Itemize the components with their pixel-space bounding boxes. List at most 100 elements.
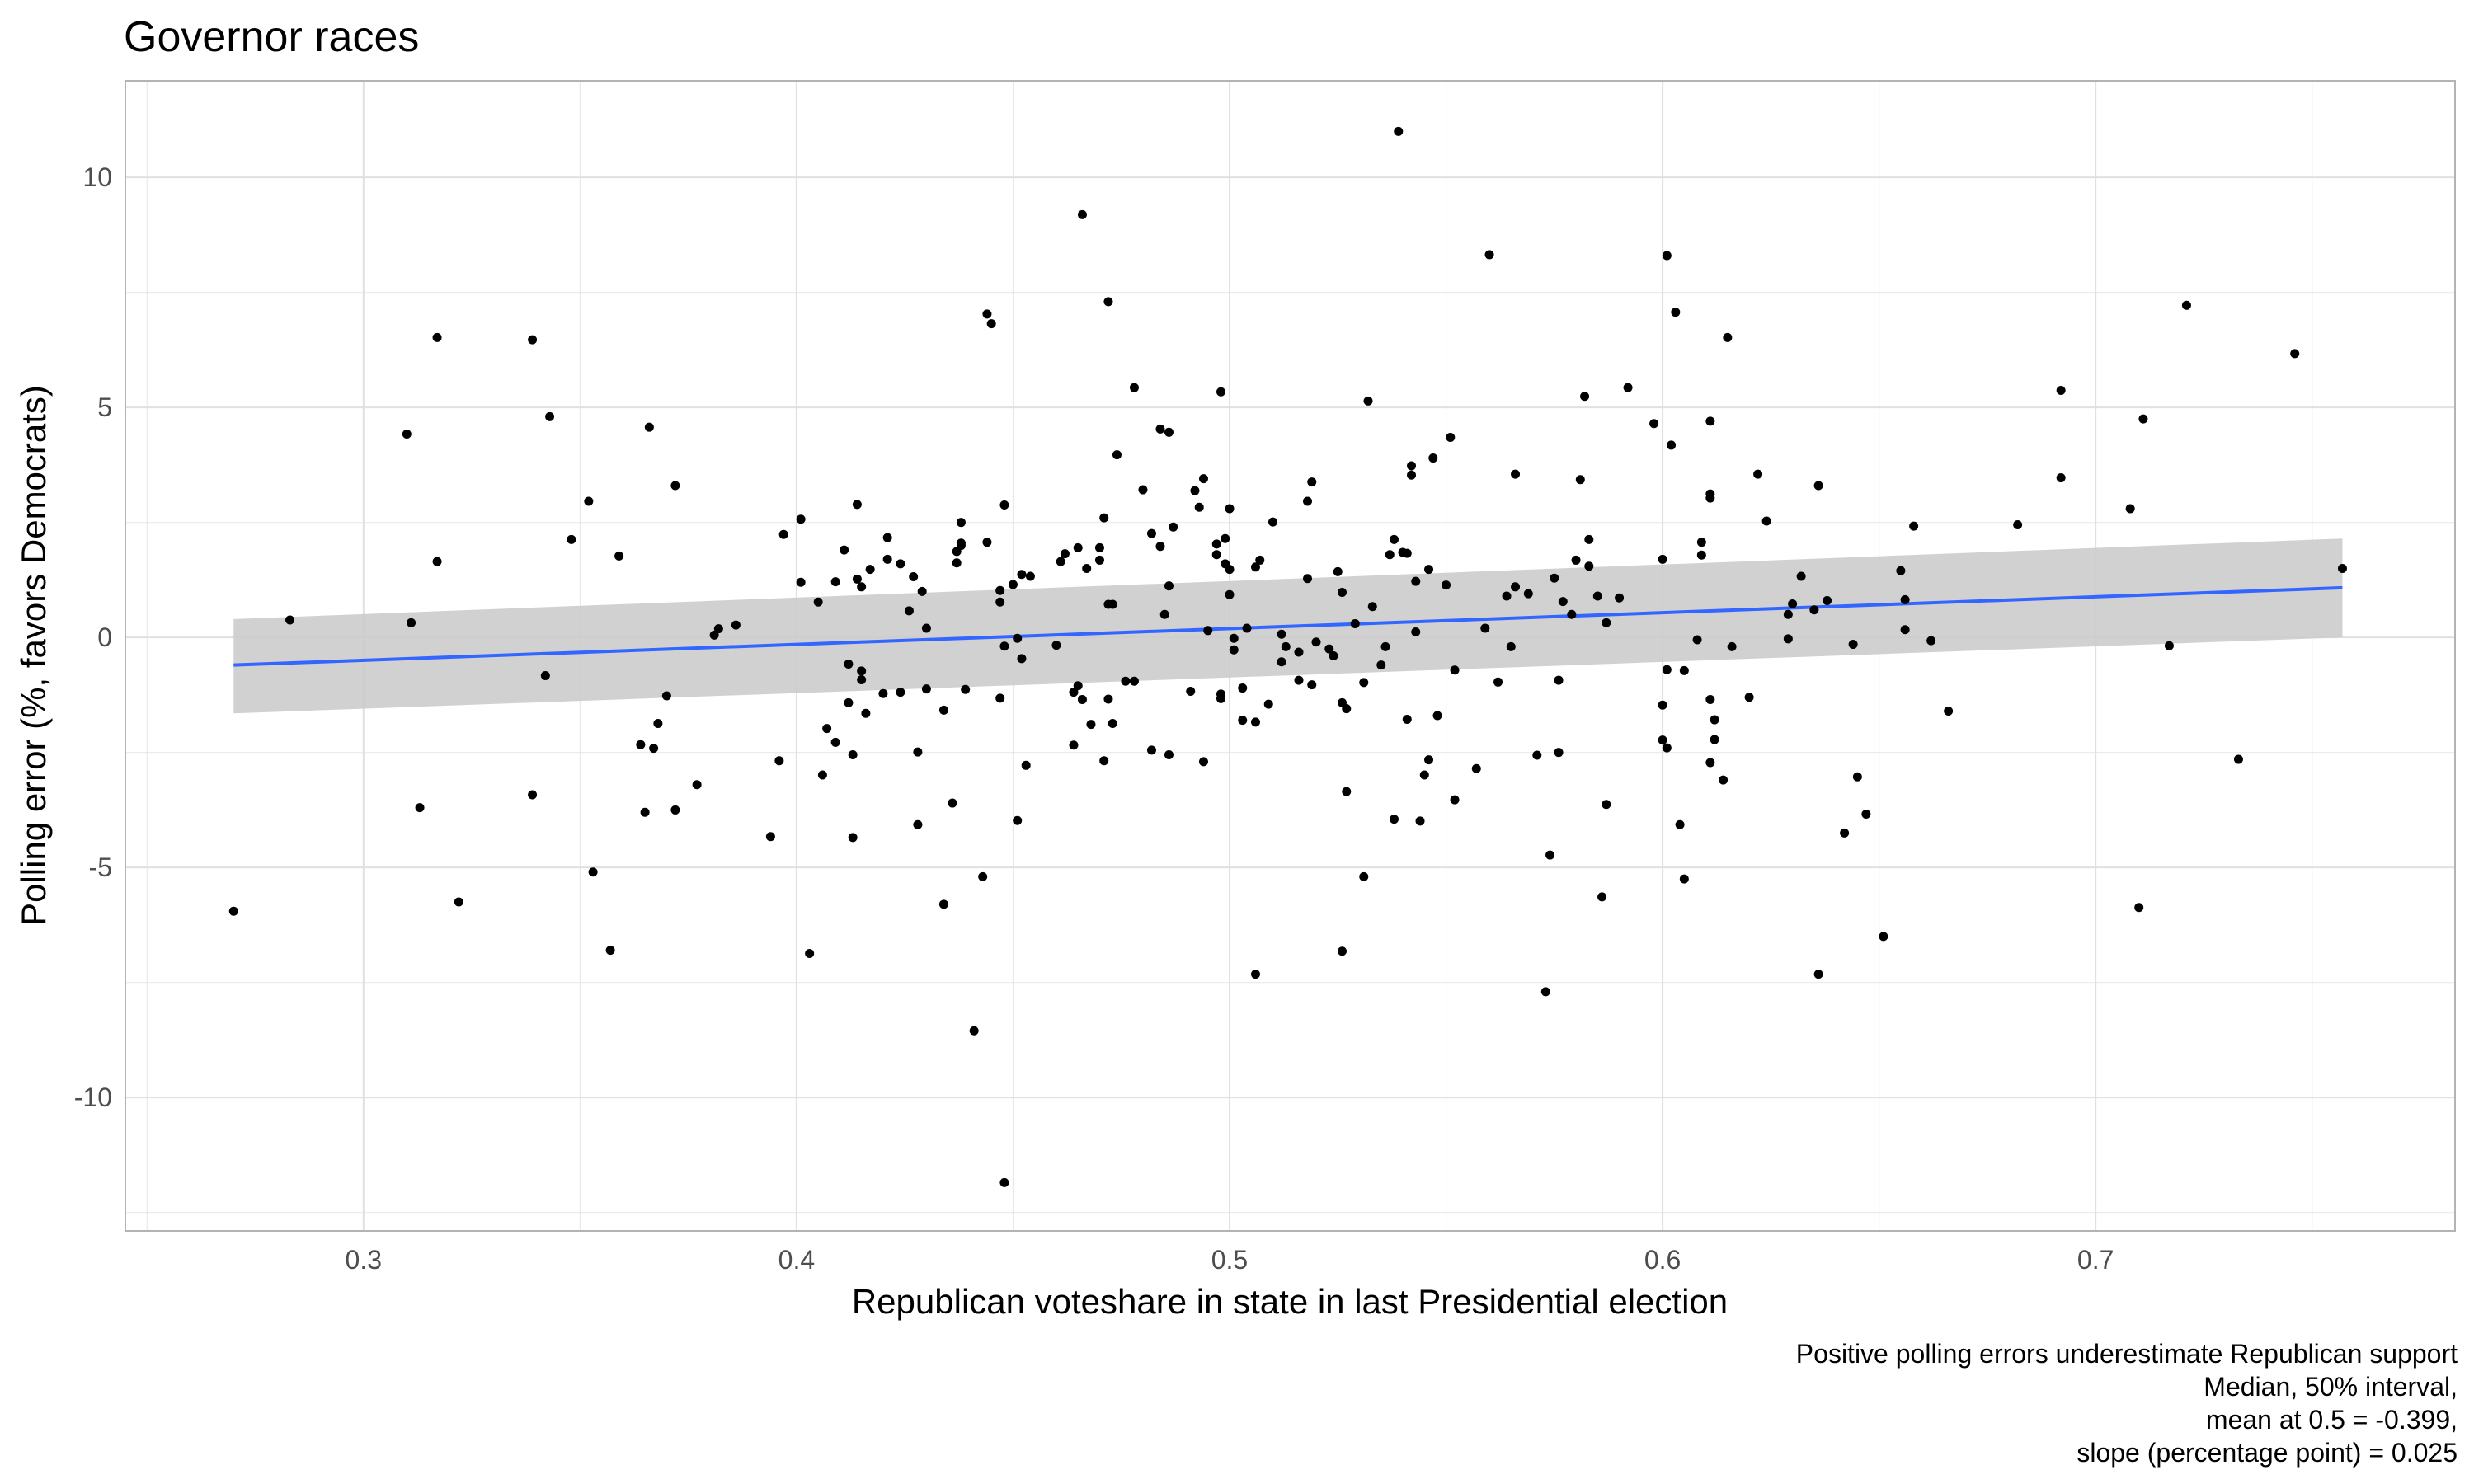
data-point [969, 1026, 979, 1036]
x-tick-label: 0.4 [778, 1245, 815, 1275]
data-point [1602, 800, 1611, 810]
data-point [1900, 594, 1910, 604]
data-point [1129, 383, 1139, 392]
data-point [649, 744, 659, 754]
data-point [540, 670, 550, 680]
data-point [852, 574, 862, 584]
data-point [1944, 706, 1954, 716]
data-point [1242, 623, 1252, 633]
data-point [454, 897, 463, 907]
data-point [1502, 591, 1512, 601]
data-point [1225, 504, 1235, 514]
data-point [1303, 496, 1313, 506]
caption-line-3: mean at 0.5 = -0.399, [2206, 1405, 2458, 1435]
data-point [1584, 561, 1594, 571]
data-point [1584, 534, 1594, 544]
data-point [1194, 502, 1204, 512]
y-axis-ticks: 10 5 0 -5 -10 [74, 162, 112, 1112]
data-point [1021, 760, 1031, 770]
data-point [1277, 657, 1286, 667]
data-point [830, 737, 840, 747]
data-point [1390, 815, 1399, 824]
data-point [1146, 745, 1156, 755]
data-point [1783, 609, 1793, 619]
data-point [1809, 605, 1819, 615]
data-point [1411, 576, 1421, 586]
data-point [805, 949, 815, 959]
data-point [1602, 618, 1611, 627]
data-point [1390, 534, 1399, 544]
data-point [1359, 678, 1369, 688]
data-point [640, 807, 650, 817]
data-point [896, 559, 905, 569]
data-point [882, 533, 892, 542]
data-point [1710, 735, 1719, 744]
data-point [731, 620, 741, 630]
data-point [1277, 629, 1286, 639]
data-point [1108, 719, 1117, 729]
data-point [1705, 758, 1715, 768]
data-point [1394, 126, 1404, 136]
data-point [1268, 517, 1277, 527]
data-point [1073, 542, 1083, 552]
data-point [1692, 635, 1702, 645]
scatter-points [228, 126, 2347, 1187]
data-point [1419, 770, 1429, 780]
data-point [1442, 580, 1451, 590]
data-point [1788, 599, 1798, 608]
data-point [1203, 626, 1213, 636]
data-point [1121, 676, 1131, 686]
data-point [636, 740, 646, 749]
data-point [1216, 693, 1225, 703]
data-point [2164, 641, 2174, 650]
data-point [1450, 665, 1460, 675]
data-point [584, 496, 594, 506]
data-point [995, 597, 1005, 607]
data-point [1155, 542, 1165, 552]
data-point [1710, 715, 1719, 725]
data-point [1056, 556, 1065, 566]
data-point [1532, 750, 1542, 760]
data-point [644, 422, 654, 432]
data-point [1761, 516, 1771, 526]
data-point [1025, 571, 1035, 581]
data-point [861, 708, 871, 718]
data-point [982, 538, 992, 547]
data-point [999, 1177, 1009, 1187]
data-point [1580, 392, 1590, 402]
data-point [840, 545, 849, 555]
data-point [1662, 743, 1672, 753]
data-point [1671, 308, 1681, 317]
data-point [1402, 715, 1412, 725]
data-point [982, 309, 992, 319]
x-axis-ticks: 0.3 0.4 0.5 0.6 0.7 [346, 1245, 2114, 1275]
data-point [1705, 416, 1715, 426]
data-point [1385, 550, 1395, 560]
data-point [1658, 700, 1667, 710]
data-point [1112, 450, 1122, 460]
data-point [1719, 775, 1729, 785]
data-point [2056, 386, 2066, 396]
data-point [402, 430, 412, 439]
data-point [796, 514, 806, 524]
data-point [1146, 528, 1156, 538]
data-point [1129, 676, 1139, 686]
data-point [1164, 427, 1174, 437]
data-point [1094, 542, 1104, 552]
x-tick-label: 0.3 [346, 1245, 382, 1275]
data-point [1705, 493, 1715, 503]
data-point [1511, 469, 1521, 479]
data-point [1155, 424, 1165, 434]
data-point [1705, 695, 1715, 705]
data-point [1108, 599, 1117, 609]
data-point [1099, 756, 1109, 766]
data-point [1307, 477, 1317, 487]
data-point [2013, 519, 2023, 529]
data-point [1783, 634, 1793, 644]
data-point [1852, 772, 1862, 782]
data-point [2337, 563, 2347, 573]
data-point [1567, 609, 1577, 619]
data-point [1848, 640, 1858, 650]
data-point [999, 641, 1009, 651]
data-point [1225, 589, 1235, 599]
